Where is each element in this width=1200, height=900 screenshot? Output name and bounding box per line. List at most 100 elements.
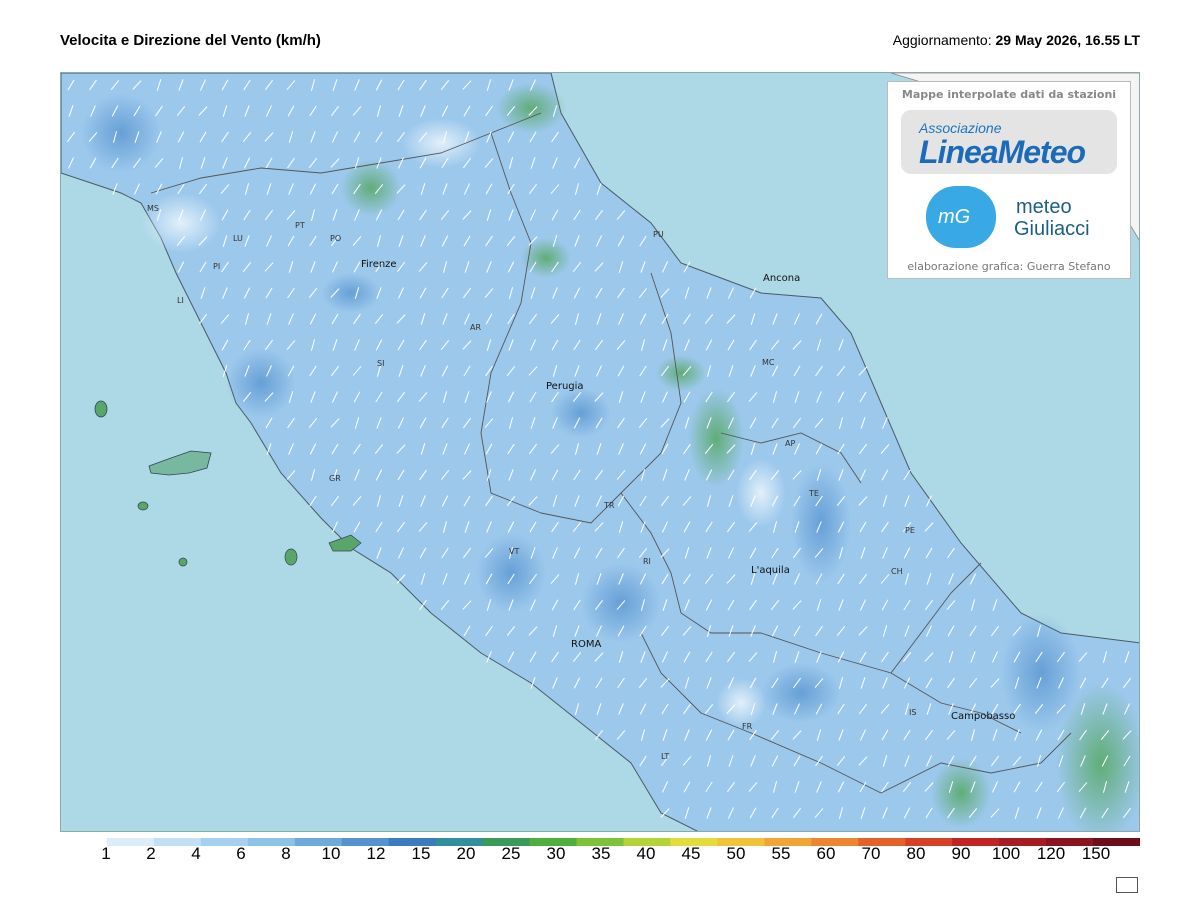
- wind-stroke: [924, 599, 934, 611]
- wind-stroke: [354, 209, 360, 221]
- wind-stroke: [814, 808, 824, 818]
- wind-stroke: [332, 339, 338, 351]
- wind-stroke: [946, 600, 956, 610]
- wind-stroke: [816, 521, 822, 533]
- wind-stroke: [947, 547, 955, 559]
- wind-stroke: [704, 314, 714, 324]
- wind-stroke: [288, 443, 294, 455]
- update-timestamp: Aggiornamento: 29 May 2026, 16.55 LT: [893, 32, 1140, 48]
- wind-stroke: [1122, 807, 1132, 819]
- wind-stroke: [618, 313, 624, 325]
- wind-stroke: [220, 184, 230, 194]
- wind-stroke: [705, 729, 713, 741]
- wind-stroke: [550, 184, 560, 194]
- wind-stroke: [947, 755, 955, 767]
- wind-stroke: [1078, 652, 1088, 662]
- wind-stroke: [552, 547, 558, 559]
- wind-stroke: [242, 132, 252, 142]
- wind-stroke: [286, 210, 296, 220]
- wind-stroke: [617, 365, 625, 377]
- wind-stroke: [1078, 782, 1088, 792]
- wind-stroke: [462, 157, 472, 169]
- wind-stroke: [618, 261, 624, 273]
- wind-stroke: [750, 313, 756, 325]
- wind-stroke: [288, 261, 294, 273]
- wind-stroke: [376, 287, 382, 299]
- wind-stroke: [374, 184, 384, 194]
- wind-stroke: [618, 521, 624, 533]
- wind-stroke: [947, 625, 955, 637]
- wind-stroke: [529, 521, 537, 533]
- wind-stroke: [287, 157, 295, 169]
- wind-stroke: [837, 443, 845, 455]
- wind-stroke: [222, 287, 228, 299]
- wind-stroke: [198, 236, 208, 246]
- wind-stroke: [134, 131, 140, 143]
- wind-stroke: [200, 287, 206, 299]
- wind-stroke: [704, 574, 714, 584]
- wind-stroke: [858, 443, 868, 455]
- legend-tick-label: 35: [591, 844, 611, 863]
- wind-stroke: [310, 209, 316, 221]
- legend-swatch: [905, 838, 953, 846]
- wind-stroke: [68, 157, 74, 169]
- wind-stroke: [728, 547, 734, 559]
- legend-swatch: [952, 838, 1000, 846]
- wind-stroke: [528, 106, 538, 116]
- wind-stroke: [881, 599, 889, 611]
- wind-stroke: [354, 287, 360, 299]
- wind-stroke: [354, 339, 360, 351]
- wind-stroke: [573, 209, 581, 221]
- city-laquila: L'aquila: [751, 565, 790, 576]
- wind-stroke: [310, 391, 316, 403]
- wind-stroke: [969, 703, 977, 715]
- wind-stroke: [882, 755, 888, 767]
- legend-swatch: [811, 838, 859, 846]
- wind-stroke: [178, 79, 184, 91]
- wind-stroke: [309, 105, 317, 117]
- meteo-giuliacci-cloud-icon[interactable]: [926, 186, 996, 248]
- wind-stroke: [419, 547, 427, 559]
- wind-stroke: [814, 548, 824, 558]
- wind-stroke: [750, 443, 756, 455]
- wind-stroke: [640, 651, 646, 663]
- wind-stroke: [528, 183, 538, 195]
- wind-stroke: [1102, 651, 1108, 663]
- wind-stroke: [682, 756, 692, 766]
- city-is: IS: [909, 708, 917, 717]
- wind-stroke: [683, 521, 691, 533]
- wind-stroke: [221, 79, 229, 91]
- wind-stroke: [770, 340, 780, 350]
- wind-stroke: [420, 365, 426, 377]
- legend-tick-label: 50: [726, 844, 746, 863]
- wind-stroke: [308, 158, 318, 168]
- wind-stroke: [947, 677, 955, 689]
- wind-stroke: [1124, 651, 1130, 663]
- wind-stroke: [464, 443, 470, 455]
- wind-stroke: [507, 521, 515, 533]
- wind-stroke: [398, 287, 404, 299]
- map-canvas: [61, 73, 1139, 831]
- wind-stroke: [484, 548, 494, 558]
- wind-stroke: [330, 105, 340, 117]
- wind-stroke: [332, 131, 338, 143]
- legend-swatch: [999, 838, 1047, 846]
- wind-stroke: [882, 807, 888, 819]
- mainland-shape: [61, 73, 1139, 831]
- wind-stroke: [749, 339, 757, 351]
- wind-stroke: [948, 651, 954, 663]
- wind-stroke: [176, 106, 186, 116]
- wind-stroke: [418, 132, 428, 142]
- wind-stroke: [836, 366, 846, 376]
- wind-stroke: [706, 365, 712, 377]
- wind-stroke: [1100, 730, 1110, 740]
- wind-stroke: [222, 105, 228, 117]
- wind-stroke: [750, 625, 756, 637]
- wind-stroke: [1079, 807, 1087, 819]
- wind-stroke: [89, 157, 97, 169]
- lineameteo-logo[interactable]: Associazione LineaMeteo: [901, 110, 1117, 174]
- wind-stroke: [705, 651, 713, 663]
- wind-stroke: [728, 625, 734, 637]
- wind-stroke: [902, 782, 912, 792]
- wind-stroke: [574, 365, 580, 377]
